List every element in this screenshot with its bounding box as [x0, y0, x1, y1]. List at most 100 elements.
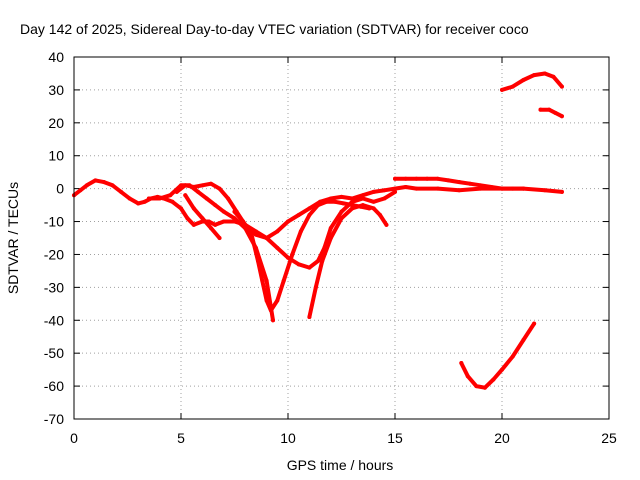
data-point	[551, 74, 556, 79]
y-tick-label: 20	[48, 115, 64, 131]
data-point	[474, 384, 479, 389]
data-point	[268, 308, 273, 313]
data-point	[339, 194, 344, 199]
data-point	[253, 229, 258, 234]
data-point	[275, 245, 280, 250]
data-point	[264, 298, 269, 303]
data-point	[168, 193, 173, 198]
grid-lines	[74, 57, 609, 419]
series-arc-8	[500, 71, 564, 92]
data-point	[521, 186, 526, 191]
data-point	[360, 203, 365, 208]
data-point	[393, 189, 397, 194]
data-point	[226, 196, 231, 201]
data-point	[328, 196, 333, 201]
data-point	[313, 285, 318, 290]
y-axis-label: SDTVAR / TECUs	[5, 182, 21, 294]
data-point	[256, 259, 261, 264]
data-point	[307, 212, 312, 217]
data-point	[78, 188, 83, 193]
data-point	[264, 236, 269, 240]
y-tick-label: -60	[44, 378, 64, 394]
data-point	[510, 186, 515, 191]
chart-title: Day 142 of 2025, Sidereal Day-to-day VTE…	[20, 21, 529, 37]
data-point	[183, 183, 188, 188]
data-point	[384, 222, 389, 227]
x-tick-label: 15	[387, 430, 403, 446]
data-point	[170, 199, 175, 204]
data-point	[435, 176, 440, 181]
y-tick-label: -10	[44, 214, 64, 230]
data-point	[286, 219, 290, 224]
data-point	[446, 178, 451, 183]
series-line	[459, 321, 537, 390]
data-point	[183, 193, 188, 198]
data-point	[559, 84, 564, 89]
data-point	[393, 176, 397, 181]
data-point	[179, 206, 183, 211]
data-point	[553, 110, 558, 115]
plot-frame	[73, 56, 610, 420]
data-point	[157, 196, 162, 201]
data-point	[191, 222, 196, 227]
data-point	[307, 265, 312, 270]
data-point	[264, 278, 269, 283]
series-arc-10	[459, 321, 537, 390]
data-point	[559, 189, 564, 194]
data-point	[204, 196, 209, 201]
data-point	[84, 183, 89, 188]
data-point	[500, 186, 504, 191]
data-point	[559, 114, 564, 119]
series-arc-7	[393, 176, 526, 191]
data-point	[393, 186, 397, 191]
data-point	[339, 209, 344, 214]
data-point	[119, 189, 124, 194]
data-point	[217, 236, 222, 240]
data-point	[249, 232, 254, 237]
x-tick-label: 20	[494, 430, 510, 446]
data-point	[457, 188, 462, 193]
series-line	[538, 107, 564, 119]
y-tick-label: -50	[44, 345, 64, 361]
x-axis-label: GPS time / hours	[287, 457, 394, 473]
data-point	[320, 259, 325, 264]
data-point	[542, 188, 547, 193]
data-point	[260, 278, 265, 283]
data-point	[93, 178, 98, 183]
data-point	[403, 184, 408, 189]
data-point	[146, 196, 151, 201]
y-tick-label: -20	[44, 246, 64, 262]
data-point	[328, 236, 333, 240]
series-line	[307, 203, 389, 319]
data-point	[457, 180, 462, 185]
series-arc-3	[174, 181, 397, 270]
y-tick-labels: 40 30 20 10 0 -10 -20 -30 -40 -50 -60 -70	[44, 49, 64, 427]
data-point	[459, 361, 464, 366]
data-point	[350, 206, 355, 211]
data-point	[465, 374, 470, 379]
series-arc-9	[538, 107, 564, 119]
series-line	[72, 178, 564, 240]
data-point	[360, 193, 365, 198]
x-tick-label: 0	[70, 430, 78, 446]
data-point	[200, 216, 205, 221]
data-point	[281, 278, 286, 283]
data-point	[521, 78, 526, 83]
data-point	[328, 226, 333, 231]
data-point	[275, 229, 280, 234]
x-tick-label: 10	[280, 430, 296, 446]
y-tick-label: -30	[44, 279, 64, 295]
data-point	[296, 262, 301, 267]
data-point	[425, 176, 430, 181]
data-point	[339, 216, 344, 221]
data-point	[275, 298, 280, 303]
data-point	[521, 338, 526, 343]
y-tick-label: 10	[48, 148, 64, 164]
data-point	[110, 183, 115, 188]
data-point	[500, 367, 504, 372]
data-point	[208, 181, 213, 186]
data-point	[315, 203, 320, 208]
data-point	[341, 201, 346, 206]
plot-series	[72, 71, 564, 390]
